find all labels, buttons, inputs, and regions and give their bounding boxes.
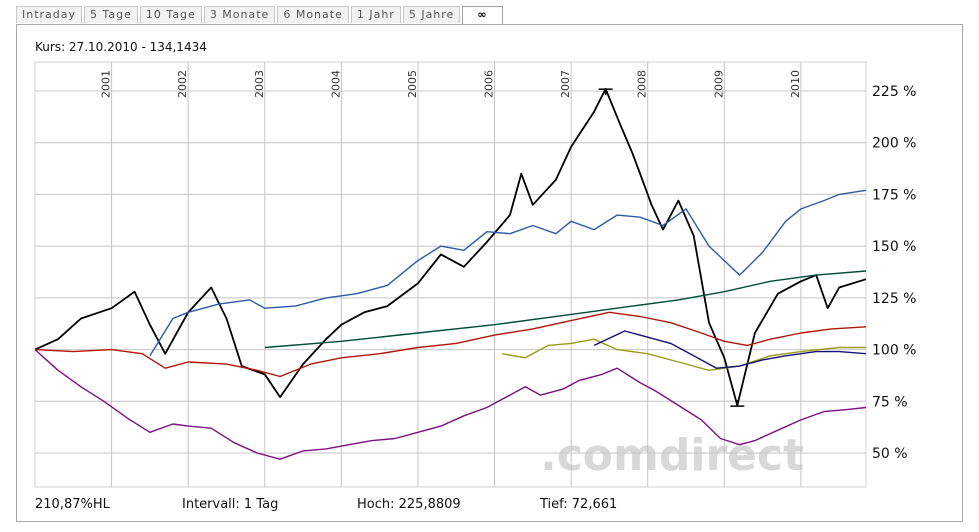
tief-label: Tief: 72,661 bbox=[540, 497, 618, 512]
series-line-0 bbox=[34, 88, 867, 407]
tab-6[interactable]: 5 Jahre bbox=[402, 6, 461, 23]
watermark-logo: .comdirect bbox=[540, 430, 804, 481]
tab-7[interactable]: ∞ bbox=[462, 6, 503, 25]
series-line-4 bbox=[502, 338, 866, 371]
hoch-label: Hoch: 225,8809 bbox=[357, 497, 461, 512]
year-label: 2010 bbox=[789, 70, 802, 98]
year-label: 2003 bbox=[253, 70, 266, 98]
tab-3[interactable]: 3 Monate bbox=[203, 6, 276, 23]
hl-label: 210,87%HL bbox=[35, 497, 110, 512]
year-label: 2006 bbox=[483, 70, 496, 98]
y-tick-label: 100 % bbox=[872, 343, 916, 359]
year-label: 2009 bbox=[712, 70, 725, 98]
year-label: 2004 bbox=[329, 70, 342, 98]
y-tick-label: 75 % bbox=[872, 394, 908, 410]
series-line-3 bbox=[34, 311, 867, 378]
series-line-6 bbox=[34, 349, 867, 460]
series-line-5 bbox=[593, 330, 867, 369]
tab-1[interactable]: 5 Tage bbox=[84, 6, 138, 23]
year-label: 2001 bbox=[100, 70, 113, 98]
y-tick-label: 125 % bbox=[872, 291, 916, 307]
y-tick-label: 175 % bbox=[872, 187, 916, 203]
y-tick-label: 150 % bbox=[872, 239, 916, 255]
y-tick-label: 225 % bbox=[872, 84, 916, 100]
chart-panel bbox=[16, 24, 963, 522]
year-label: 2005 bbox=[406, 70, 419, 98]
y-tick-label: 50 % bbox=[872, 446, 908, 462]
tab-5[interactable]: 1 Jahr bbox=[350, 6, 401, 23]
kurs-label: Kurs: 27.10.2010 - 134,1434 bbox=[35, 40, 207, 54]
year-label: 2007 bbox=[559, 70, 572, 98]
series-line-1 bbox=[149, 189, 867, 357]
plot-frame bbox=[34, 61, 867, 488]
year-label: 2008 bbox=[636, 70, 649, 98]
range-tabs: Intraday 5 Tage 10 Tage 3 Monate 6 Monate 1 J… bbox=[16, 6, 505, 25]
y-tick-label: 200 % bbox=[872, 136, 916, 152]
tab-4[interactable]: 6 Monate bbox=[277, 6, 349, 23]
tab-2[interactable]: 10 Tage bbox=[139, 6, 202, 23]
year-label: 2002 bbox=[176, 70, 189, 98]
tab-0[interactable]: Intraday bbox=[16, 6, 83, 23]
intervall-label: Intervall: 1 Tag bbox=[182, 497, 279, 512]
series-line-2 bbox=[264, 270, 867, 349]
